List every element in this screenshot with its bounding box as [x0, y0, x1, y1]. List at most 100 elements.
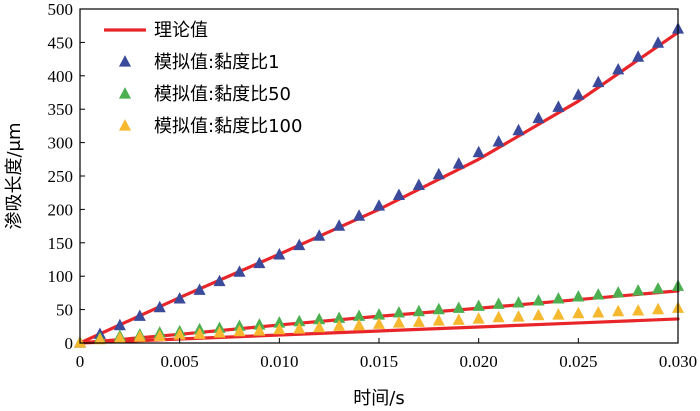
series-2-point	[353, 309, 366, 321]
y-tick-label: 350	[48, 100, 74, 119]
series-1-point	[133, 309, 146, 321]
x-tick-label: 0.015	[360, 352, 398, 371]
y-tick-label: 100	[48, 267, 74, 286]
series-2-point	[492, 297, 505, 309]
series-1-point	[532, 111, 545, 124]
series-2-point	[412, 304, 425, 317]
y-tick-label: 0	[65, 334, 74, 353]
series-2-point	[293, 314, 306, 327]
legend-series-1-swatch	[118, 55, 132, 67]
series-3-point	[233, 324, 246, 337]
series-3-point	[333, 319, 346, 331]
series-1-point	[432, 167, 445, 180]
series-1-point	[353, 209, 366, 221]
series-1-point	[333, 219, 346, 231]
series-1-point	[512, 123, 525, 136]
series-3-point	[313, 320, 326, 333]
x-tick-label: 0.025	[559, 352, 597, 371]
series-3-point	[93, 332, 106, 345]
series-1-point	[452, 157, 465, 169]
series-2-point	[452, 301, 465, 313]
series-3-point	[153, 329, 166, 341]
series-1-point	[273, 248, 286, 260]
legend-series-2-swatch	[118, 87, 132, 99]
series-2-point	[532, 294, 545, 306]
series-3-point	[213, 326, 226, 338]
series-3-point	[532, 308, 545, 321]
series-1-point	[293, 238, 306, 251]
series-1-point	[392, 188, 405, 200]
series-3-point	[472, 312, 485, 324]
legend-series-2-label: 模拟值:黏度比50	[154, 84, 291, 105]
series-1-point	[372, 199, 386, 211]
series-3-point	[113, 331, 126, 343]
series-3-point	[592, 306, 605, 318]
series-3-point	[372, 317, 386, 329]
series-3-point	[572, 306, 585, 319]
series-3-point	[253, 324, 266, 336]
y-tick-label: 450	[48, 33, 74, 52]
series-2-point	[572, 290, 585, 302]
series-1-point	[173, 292, 186, 304]
series-1-point	[113, 318, 126, 331]
series-3-point	[193, 327, 206, 339]
series-2-point	[333, 311, 346, 323]
series-3-point	[173, 328, 186, 340]
series-2-point	[472, 299, 485, 311]
legend-series-3-label: 模拟值:黏度比100	[154, 116, 302, 137]
x-tick-label: 0	[76, 352, 85, 371]
legend-series-1-label: 模拟值:黏度比1	[154, 52, 280, 73]
legend-series-3-swatch	[118, 119, 132, 131]
series-3-point	[353, 318, 366, 331]
series-1-point	[253, 256, 266, 269]
series-1-point	[153, 300, 166, 313]
series-2-point	[512, 296, 525, 308]
y-tick-label: 500	[48, 0, 74, 19]
series-2-point	[372, 308, 386, 320]
axes: 0 50 100 150 200 250 300 350 400 450 500 0 0.005 0.01…	[48, 0, 698, 371]
x-tick-label: 0.005	[161, 352, 199, 371]
series-1-point	[213, 274, 226, 287]
series-1-point	[193, 283, 206, 295]
series-2-point	[273, 316, 286, 328]
series-1-point	[412, 178, 425, 190]
series-1-point	[552, 100, 565, 112]
x-tick-label: 0.030	[659, 352, 697, 371]
theory-curve	[78, 30, 680, 345]
series-3-point	[273, 322, 286, 335]
y-tick-label: 400	[48, 67, 74, 86]
series-3-point	[452, 313, 465, 325]
y-tick-label: 250	[48, 167, 74, 186]
series-3-point	[512, 310, 525, 322]
series-3-point	[412, 315, 425, 327]
x-tick-label: 0.010	[260, 352, 298, 371]
series-3-point	[652, 302, 665, 315]
series-3-point	[133, 330, 146, 342]
series-3-point	[492, 310, 505, 323]
series-3-point	[612, 304, 625, 317]
series-3-point	[632, 304, 645, 316]
series-1-point	[472, 145, 485, 158]
series-3-point	[432, 314, 445, 326]
series-1-point	[652, 36, 665, 48]
series-1-point	[313, 229, 326, 241]
series-2-point	[612, 286, 625, 298]
y-tick-label: 50	[56, 301, 73, 320]
y-tick-label: 200	[48, 200, 74, 219]
series-3-point	[392, 316, 405, 328]
x-axis-title: 时间/s	[353, 388, 404, 409]
series-2-point	[432, 302, 445, 315]
y-tick-label: 300	[48, 134, 74, 153]
series-2-point	[253, 318, 266, 330]
series-1-point	[572, 88, 585, 100]
y-axis-title: 渗吸长度/μm	[4, 122, 25, 229]
series-1-point	[592, 75, 605, 88]
series-3-point	[552, 308, 565, 320]
series-2-point	[592, 288, 605, 300]
legend-theory-label: 理论值	[154, 20, 208, 41]
series-2-point	[552, 292, 565, 304]
x-tick-label: 0.020	[460, 352, 498, 371]
